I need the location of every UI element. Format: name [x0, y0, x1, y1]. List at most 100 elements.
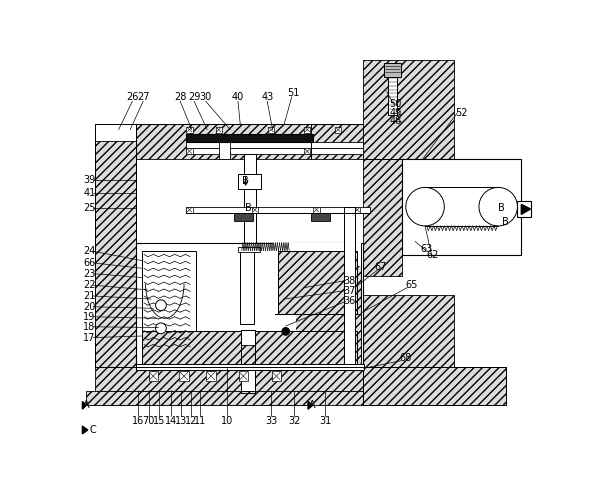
- Bar: [273, 243, 361, 368]
- Polygon shape: [83, 401, 86, 409]
- Text: 27: 27: [137, 93, 150, 102]
- Text: 38: 38: [343, 276, 356, 286]
- Text: 25: 25: [83, 203, 96, 213]
- Circle shape: [155, 323, 166, 333]
- Bar: [241, 330, 255, 393]
- Bar: [402, 241, 521, 255]
- Bar: [364, 367, 506, 405]
- Text: 20: 20: [83, 302, 96, 312]
- Text: B: B: [498, 203, 505, 213]
- Bar: [252, 207, 258, 213]
- Bar: [273, 314, 361, 368]
- Bar: [238, 174, 261, 189]
- Bar: [240, 250, 254, 324]
- Text: 31: 31: [319, 415, 331, 426]
- Bar: [268, 127, 274, 133]
- Bar: [185, 148, 362, 154]
- Bar: [142, 250, 196, 358]
- Bar: [136, 243, 362, 368]
- Bar: [364, 60, 454, 159]
- Bar: [142, 331, 357, 368]
- Text: A: A: [309, 400, 316, 410]
- Text: 65: 65: [405, 280, 417, 290]
- Text: 66: 66: [83, 258, 96, 268]
- Bar: [385, 63, 401, 76]
- Text: 17: 17: [83, 332, 96, 343]
- Text: 48: 48: [390, 116, 402, 126]
- Bar: [364, 295, 454, 372]
- Bar: [313, 207, 319, 213]
- Bar: [187, 127, 193, 133]
- Text: 10: 10: [221, 415, 233, 426]
- Text: C: C: [90, 425, 96, 435]
- Text: 23: 23: [83, 269, 96, 279]
- Text: 21: 21: [83, 291, 96, 301]
- Text: 28: 28: [174, 93, 187, 102]
- Bar: [136, 364, 364, 370]
- Circle shape: [479, 188, 517, 226]
- Bar: [275, 252, 357, 314]
- Bar: [273, 243, 361, 368]
- Bar: [311, 211, 330, 221]
- Polygon shape: [521, 204, 530, 214]
- Text: 68: 68: [399, 353, 412, 363]
- Text: 29: 29: [188, 93, 200, 102]
- Text: 32: 32: [288, 415, 300, 426]
- Text: 52: 52: [455, 108, 468, 118]
- Bar: [278, 250, 356, 314]
- Text: B: B: [502, 217, 508, 227]
- Text: 40: 40: [232, 93, 244, 102]
- Text: 18: 18: [83, 322, 96, 332]
- Bar: [96, 141, 136, 367]
- Bar: [364, 367, 506, 405]
- Bar: [241, 345, 255, 370]
- Text: 67: 67: [374, 262, 386, 272]
- Bar: [185, 142, 362, 148]
- Text: A: A: [83, 400, 90, 410]
- Text: 49: 49: [390, 108, 402, 118]
- Text: 33: 33: [265, 415, 277, 426]
- Bar: [142, 331, 357, 368]
- Text: 13: 13: [175, 415, 187, 426]
- Bar: [187, 148, 193, 154]
- Bar: [276, 252, 356, 313]
- Bar: [234, 211, 254, 221]
- Bar: [278, 250, 356, 314]
- Bar: [86, 391, 437, 405]
- Text: 51: 51: [287, 89, 300, 99]
- Text: 15: 15: [153, 415, 166, 426]
- Text: 62: 62: [426, 250, 439, 260]
- Bar: [185, 207, 370, 213]
- Bar: [272, 371, 281, 381]
- Bar: [335, 127, 341, 133]
- Text: 50: 50: [390, 99, 402, 109]
- Text: B: B: [242, 176, 249, 186]
- Bar: [239, 371, 248, 381]
- Bar: [216, 127, 222, 133]
- Text: 14: 14: [165, 415, 177, 426]
- Text: 36: 36: [343, 296, 356, 306]
- Text: 12: 12: [185, 415, 197, 426]
- Bar: [185, 133, 313, 142]
- Text: 16: 16: [132, 415, 144, 426]
- Bar: [136, 124, 311, 159]
- Text: 19: 19: [83, 312, 96, 322]
- Text: 39: 39: [83, 175, 96, 185]
- Bar: [364, 159, 402, 276]
- Circle shape: [282, 327, 289, 336]
- Bar: [388, 76, 397, 115]
- Text: B: B: [245, 203, 252, 213]
- Bar: [244, 154, 257, 243]
- Bar: [273, 243, 295, 368]
- Text: 22: 22: [83, 280, 96, 290]
- Text: 30: 30: [200, 93, 212, 102]
- Text: 70: 70: [142, 415, 155, 426]
- Text: 41: 41: [83, 188, 96, 198]
- Text: 24: 24: [83, 246, 96, 257]
- Bar: [275, 252, 357, 314]
- Text: 11: 11: [194, 415, 206, 426]
- Bar: [179, 371, 188, 381]
- Bar: [149, 371, 158, 381]
- Bar: [304, 127, 310, 133]
- Bar: [96, 367, 383, 391]
